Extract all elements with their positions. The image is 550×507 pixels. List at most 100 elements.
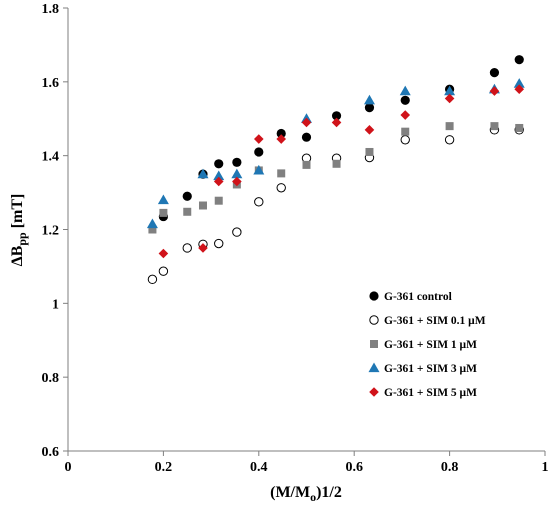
- data-point: [513, 78, 525, 88]
- legend-label: G-361 + SIM 3 μM: [384, 363, 477, 375]
- data-point: [198, 201, 207, 210]
- data-point: [400, 135, 410, 145]
- data-point: [331, 111, 342, 121]
- y-axis-title-subscript: pp: [15, 232, 29, 246]
- data-point: [444, 135, 455, 145]
- legend-label: G-361 + SIM 1 μM: [384, 339, 477, 351]
- x-tick-label: 0: [65, 460, 72, 475]
- data-point: [213, 170, 225, 181]
- y-tick-label: 1.4: [42, 150, 60, 165]
- data-point: [254, 197, 264, 207]
- data-point: [399, 85, 411, 96]
- data-point: [146, 218, 158, 229]
- data-point: [276, 183, 286, 193]
- x-axis-ticks: 0 0.2 0.4 0.6 0.8 1: [65, 451, 549, 475]
- data-point: [400, 110, 411, 120]
- data-point: [182, 191, 192, 201]
- data-point: [232, 227, 242, 237]
- data-point: [331, 117, 342, 128]
- series-2: [147, 125, 524, 285]
- data-point: [158, 266, 169, 276]
- data-point: [365, 147, 374, 156]
- plot-area: [67, 8, 545, 452]
- y-tick-label: 0.8: [42, 371, 60, 386]
- data-point: [490, 122, 499, 131]
- data-point: [157, 194, 169, 205]
- y-tick-label: 1.2: [42, 224, 60, 239]
- legend-marker: [369, 291, 379, 301]
- series-5: [158, 84, 525, 259]
- y-axis-title-main: ΔB: [9, 245, 26, 266]
- x-axis-title-main: (M/M: [270, 484, 310, 501]
- legend: G-361 control G-361 + SIM 0.1 μM G-361 + S…: [368, 291, 486, 399]
- x-axis-title-close: )1/2: [316, 484, 342, 501]
- legend-marker: [369, 315, 379, 325]
- y-tick-label: 0.6: [42, 445, 60, 460]
- data-point: [301, 117, 312, 128]
- data-markers: [146, 55, 525, 285]
- legend-marker: [368, 362, 380, 373]
- data-point: [444, 85, 456, 96]
- data-point: [147, 274, 158, 285]
- series-1: [158, 55, 524, 222]
- data-point: [489, 68, 500, 78]
- y-axis-ticks: 0.6 0.8 1 1.2 1.4 1.6 1.8: [42, 2, 68, 460]
- data-point: [232, 176, 242, 187]
- data-point: [514, 55, 524, 65]
- data-point: [158, 248, 169, 259]
- x-tick-label: 1: [542, 460, 549, 475]
- data-point: [232, 157, 242, 167]
- legend-entry: G-361 control: [369, 291, 452, 303]
- data-point: [515, 123, 524, 132]
- data-point: [364, 103, 375, 113]
- y-tick-label: 1.6: [42, 76, 60, 91]
- data-point: [182, 243, 192, 253]
- legend-entry: G-361 + SIM 0.1 μM: [369, 315, 486, 327]
- legend-entry: G-361 + SIM 1 μM: [370, 339, 477, 351]
- data-point: [148, 225, 157, 234]
- data-point: [332, 159, 341, 168]
- data-point: [400, 95, 410, 105]
- data-point: [197, 168, 209, 179]
- legend-entry: G-361 + SIM 3 μM: [368, 362, 477, 375]
- data-point: [214, 196, 223, 205]
- legend-label: G-361 + SIM 0.1 μM: [384, 315, 486, 327]
- data-point: [254, 147, 264, 157]
- y-tick-label: 1: [52, 297, 59, 312]
- data-point: [302, 160, 311, 169]
- y-axis-title: ΔBpp [mT]: [9, 194, 29, 267]
- legend-entry: G-361 + SIM 5 μM: [369, 387, 477, 399]
- data-point: [401, 127, 410, 136]
- data-point: [277, 169, 286, 178]
- legend-marker: [369, 387, 379, 397]
- x-tick-label: 0.4: [250, 460, 268, 475]
- data-point: [198, 243, 208, 253]
- x-axis-title-subscript: o: [310, 490, 316, 504]
- data-point: [363, 94, 375, 105]
- y-axis-title-unit: [mT]: [9, 194, 26, 233]
- data-point: [489, 86, 500, 96]
- data-point: [445, 122, 454, 131]
- x-tick-label: 0.2: [155, 460, 173, 475]
- data-point: [183, 207, 192, 216]
- y-tick-label: 1.8: [42, 2, 60, 17]
- data-point: [364, 125, 375, 135]
- data-point: [254, 134, 264, 144]
- x-axis-title: (M/Mo)1/2: [270, 484, 342, 504]
- data-point: [514, 84, 525, 95]
- legend-marker: [370, 340, 378, 348]
- data-point: [276, 128, 286, 139]
- data-point: [213, 176, 224, 187]
- legend-label: G-361 + SIM 5 μM: [384, 387, 477, 399]
- data-point: [276, 134, 287, 144]
- x-tick-label: 0.6: [345, 460, 363, 475]
- data-point: [444, 93, 455, 104]
- data-point: [301, 132, 312, 142]
- x-tick-label: 0.8: [441, 460, 459, 475]
- legend-label: G-361 control: [384, 291, 452, 303]
- data-point: [214, 159, 224, 169]
- data-point: [214, 238, 224, 249]
- data-point: [231, 168, 243, 179]
- data-point: [253, 164, 265, 175]
